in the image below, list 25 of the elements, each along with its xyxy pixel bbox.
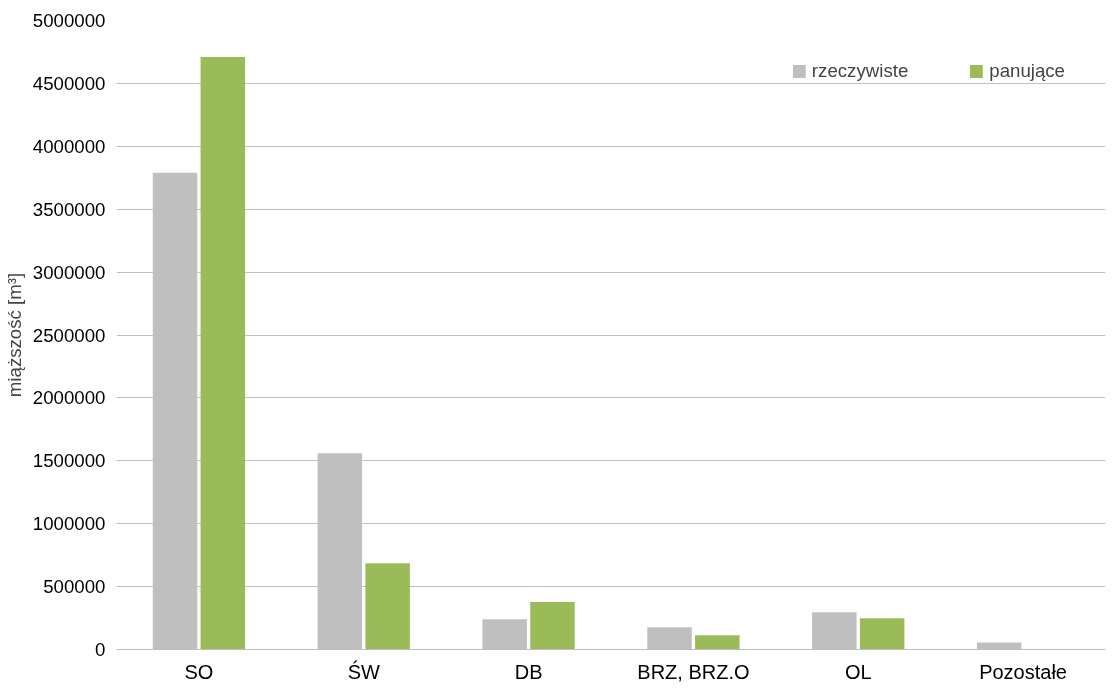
bar: [695, 635, 740, 650]
x-tick-label: DB: [514, 660, 543, 683]
bar: [200, 56, 246, 650]
y-tick-label: 3000000: [32, 261, 106, 283]
legend-label: panujące: [989, 60, 1065, 82]
x-tick-label: Pozostałe: [979, 660, 1068, 683]
y-tick-label: 2500000: [32, 324, 106, 346]
x-tick-label: BRZ, BRZ.O: [637, 660, 750, 683]
y-tick-label: 0: [95, 639, 106, 660]
x-tick-label: OL: [844, 660, 872, 683]
bar: [365, 563, 410, 650]
y-axis-title: miąższość [m³]: [3, 272, 25, 398]
y-tick-label: 1500000: [32, 450, 106, 472]
y-tick-label: 1000000: [32, 513, 106, 535]
legend-label: rzeczywiste: [811, 60, 909, 82]
y-tick-label: 3500000: [32, 198, 106, 220]
y-tick-label: 2000000: [32, 387, 106, 409]
x-tick-label: ŚW: [347, 659, 380, 683]
y-tick-label: 500000: [43, 576, 106, 598]
y-tick-label: 4500000: [32, 72, 106, 94]
x-tick-label: SO: [184, 660, 214, 683]
y-tick-label: 4000000: [32, 135, 106, 157]
y-tick-label: 5000000: [32, 10, 106, 31]
bar: [530, 601, 575, 650]
bar: [859, 618, 905, 650]
